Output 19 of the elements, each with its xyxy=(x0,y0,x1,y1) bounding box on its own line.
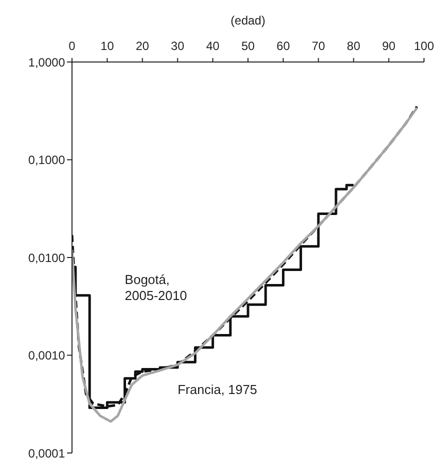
x-tick-label: 10 xyxy=(100,39,114,53)
text: Bogotá, 2005-2010 xyxy=(124,272,188,304)
x-tick-label: 90 xyxy=(382,39,396,53)
y-tick-label: 1,0000 xyxy=(28,55,66,70)
x-tick-label: 40 xyxy=(206,39,220,53)
x-tick-label: 20 xyxy=(136,39,150,53)
x-tick-label: 100 xyxy=(414,39,434,53)
x-tick-label: 70 xyxy=(312,39,326,53)
y-tick-label: 0,0010 xyxy=(28,348,66,363)
x-tick-label: 50 xyxy=(241,39,255,53)
x-axis-title: (edad) xyxy=(230,14,266,28)
x-tick-label: 60 xyxy=(276,39,290,53)
y-tick-label: 0,1000 xyxy=(28,153,66,168)
x-tick-label: 0 xyxy=(68,39,76,53)
x-tick-label: 80 xyxy=(346,39,361,53)
y-tick-label: 0,0001 xyxy=(28,446,66,460)
y-tick-label: 0,0100 xyxy=(28,250,66,265)
series-label: Francia, 1975 xyxy=(178,382,258,398)
x-tick-label: 30 xyxy=(170,39,185,53)
